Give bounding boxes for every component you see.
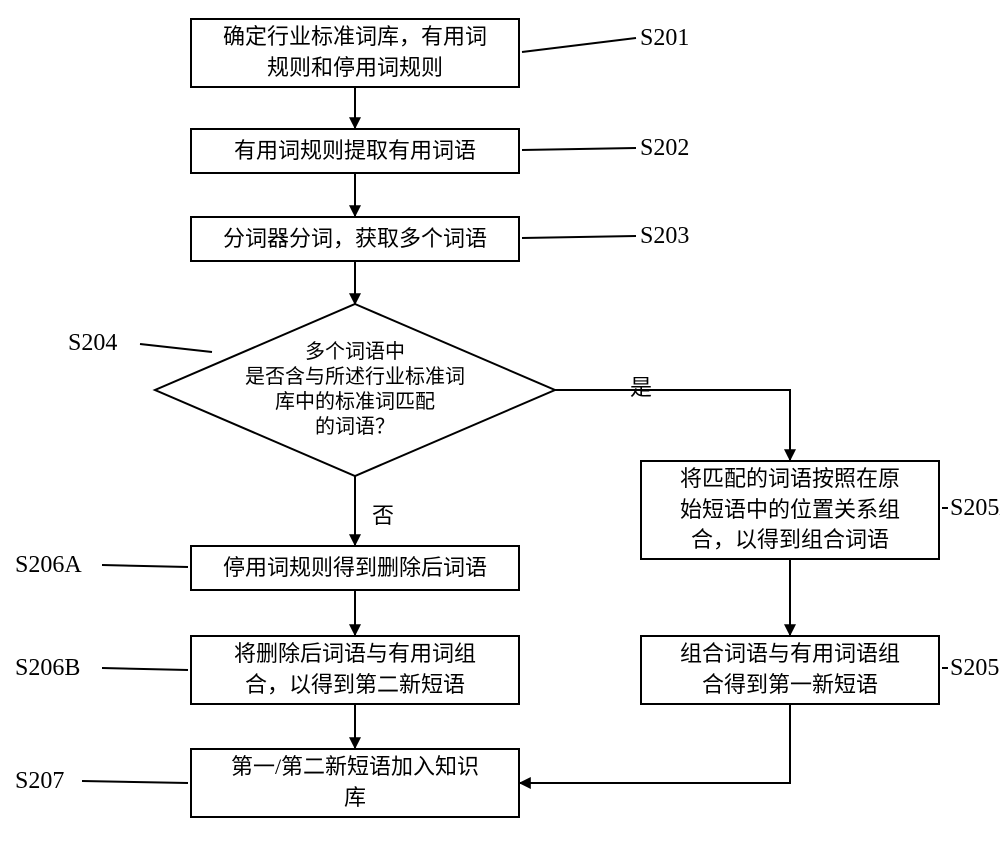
node-text: 将删除后词语与有用词组合，以得到第二新短语 <box>234 639 476 701</box>
node-text: 第一/第二新短语加入知识库 <box>231 752 479 814</box>
step-label-l206b: S206B <box>15 655 80 682</box>
step-label-l205b: S205B <box>950 655 1000 682</box>
node-text: 分词器分词，获取多个词语 <box>223 224 487 255</box>
step-label-l203: S203 <box>640 223 689 250</box>
step-label-l201: S201 <box>640 25 689 52</box>
step-label-l204: S204 <box>68 330 117 357</box>
node-s205a: 将匹配的词语按照在原始短语中的位置关系组合，以得到组合词语 <box>640 460 940 560</box>
step-label-l205a: S205A <box>950 495 1000 522</box>
step-label-l202: S202 <box>640 135 689 162</box>
step-label-l207: S207 <box>15 768 64 795</box>
node-s202: 有用词规则提取有用词语 <box>190 128 520 174</box>
node-s205b: 组合词语与有用词语组合得到第一新短语 <box>640 635 940 705</box>
edge-label-yes: 是 <box>630 370 652 402</box>
node-text: 有用词规则提取有用词语 <box>234 136 476 167</box>
node-s206b: 将删除后词语与有用词组合，以得到第二新短语 <box>190 635 520 705</box>
node-s206a: 停用词规则得到删除后词语 <box>190 545 520 591</box>
node-text: 将匹配的词语按照在原始短语中的位置关系组合，以得到组合词语 <box>680 464 900 556</box>
node-s204-text: 多个词语中是否含与所述行业标准词库中的标准词匹配的词语？ <box>155 304 555 476</box>
node-s201: 确定行业标准词库，有用词规则和停用词规则 <box>190 18 520 88</box>
node-s203: 分词器分词，获取多个词语 <box>190 216 520 262</box>
step-label-l206a: S206A <box>15 552 82 579</box>
node-text: 停用词规则得到删除后词语 <box>223 553 487 584</box>
node-text: 组合词语与有用词语组合得到第一新短语 <box>680 639 900 701</box>
node-text: 确定行业标准词库，有用词规则和停用词规则 <box>223 22 487 84</box>
node-s207: 第一/第二新短语加入知识库 <box>190 748 520 818</box>
edge-label-no: 否 <box>372 498 394 530</box>
